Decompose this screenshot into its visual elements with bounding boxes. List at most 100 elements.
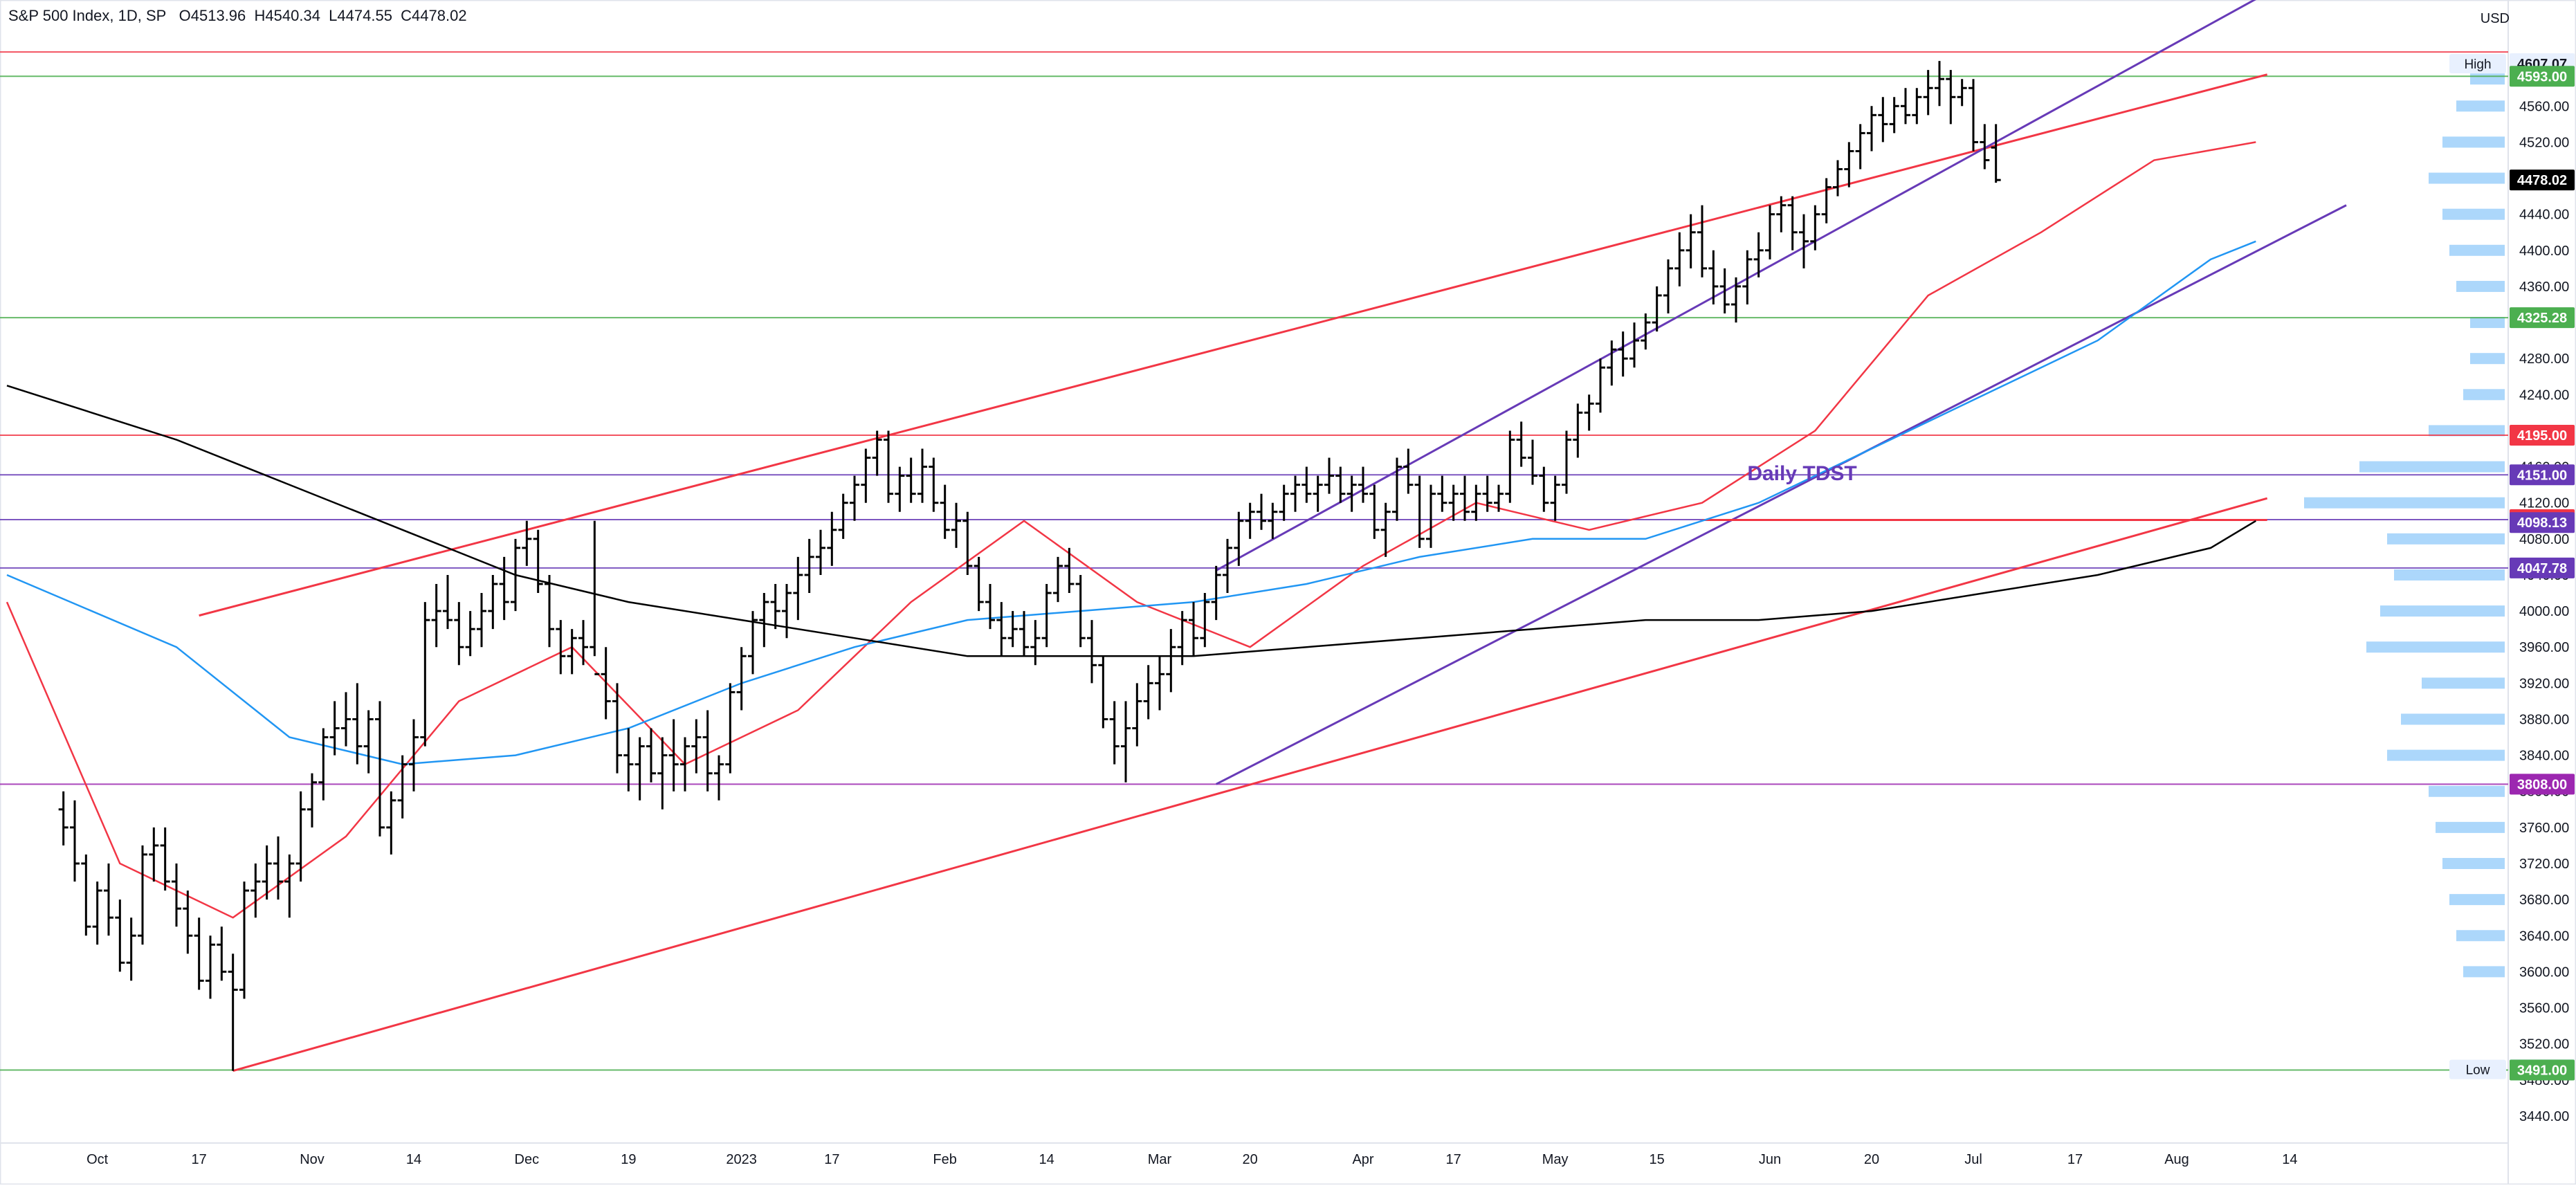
ohlc-bar <box>138 845 147 945</box>
ohlc-bar <box>1369 484 1380 539</box>
y-axis-tick-label: 3520.00 <box>2519 1037 2569 1052</box>
x-axis-tick-label: 20 <box>1864 1152 1879 1167</box>
ohlc-bar <box>816 529 825 575</box>
volume-profile-bar <box>2304 497 2505 509</box>
price-level-name: Low <box>2466 1063 2490 1078</box>
price-level-value: 4151.00 <box>2517 468 2567 483</box>
ohlc-bar <box>1414 475 1425 548</box>
ohlc-bar <box>1358 466 1368 503</box>
ohlc-bar <box>590 520 600 675</box>
ohlc-bar <box>702 710 713 792</box>
x-axis-tick-label: Jun <box>1759 1152 1781 1167</box>
price-level-value: 4098.13 <box>2517 515 2567 531</box>
ohlc-bar <box>1109 701 1120 765</box>
ohlc-bar <box>974 556 984 612</box>
ohlc-bar <box>1200 593 1210 648</box>
ohlc-bar <box>1708 250 1719 304</box>
ohlc-bar <box>962 511 973 575</box>
ohlc-bar <box>838 493 848 539</box>
price-level-marker: 4593.00 <box>2510 66 2575 87</box>
x-axis-tick-label: Aug <box>2164 1152 2189 1167</box>
y-axis-tick-label: 4280.00 <box>2519 351 2569 367</box>
ohlc-open: O4513.96 <box>179 7 246 24</box>
ohlc-bar <box>262 845 272 900</box>
ohlc-bar <box>228 953 238 1071</box>
ohlc-bar <box>1674 232 1685 286</box>
ohlc-bar <box>1787 196 1798 250</box>
ohlc-bar <box>477 593 486 648</box>
ohlc-bar <box>1686 214 1696 268</box>
price-level-marker: 3491.00 <box>2510 1059 2575 1081</box>
symbol-name: S&P 500 Index, 1D, SP <box>8 7 167 24</box>
ohlc-bar <box>1324 457 1334 494</box>
ohlc-bar <box>499 556 509 621</box>
y-axis-tick-label: 4120.00 <box>2519 496 2569 511</box>
ohlc-bar <box>217 926 227 981</box>
ohlc-bar <box>1821 178 1831 223</box>
ohlc-bar <box>341 692 351 747</box>
y-axis-tick-label: 3920.00 <box>2519 676 2569 691</box>
y-axis-tick-label: 4000.00 <box>2519 604 2569 619</box>
ohlc-bar <box>1878 97 1888 143</box>
ohlc-bar <box>172 863 181 927</box>
ohlc-close: C4478.02 <box>401 7 467 24</box>
ohlc-bar <box>1641 313 1651 350</box>
currency-label[interactable]: USD <box>2480 11 2510 26</box>
ohlc-bar <box>1064 547 1075 594</box>
price-level-value: 4325.28 <box>2517 311 2567 326</box>
ohlc-bar <box>465 611 475 657</box>
volume-profile-bar <box>2456 100 2505 112</box>
ohlc-bar <box>1833 160 1843 197</box>
volume-profile-bar <box>2456 280 2505 292</box>
x-axis-tick-label: 14 <box>2282 1152 2297 1167</box>
ohlc-bar <box>917 448 927 503</box>
price-level-value: 3491.00 <box>2517 1063 2567 1078</box>
ohlc-bar <box>770 584 780 630</box>
ohlc-bar <box>1380 502 1391 557</box>
volume-profile-bar <box>2449 244 2505 256</box>
ohlc-bar <box>1596 358 1605 413</box>
ohlc-bar <box>1313 475 1323 512</box>
x-axis-tick-label: Apr <box>1352 1152 1373 1167</box>
ohlc-bar <box>92 881 102 945</box>
volume-profile-bar <box>2463 966 2505 978</box>
ohlc-bar <box>680 737 690 792</box>
price-level-badge <box>2510 1059 2575 1081</box>
ohlc-bar <box>81 854 91 936</box>
ohlc-bar <box>1697 205 1707 277</box>
ohlc-bar <box>646 728 656 783</box>
volume-profile-bar <box>2380 605 2505 617</box>
volume-profile-bar <box>2394 569 2505 581</box>
volume-profile-bar <box>2436 821 2505 833</box>
volume-profile-bar <box>2401 713 2505 725</box>
volume-profile-bar <box>2429 425 2505 437</box>
y-axis-tick-label: 4080.00 <box>2519 532 2569 547</box>
ohlc-bar <box>1663 259 1673 314</box>
volume-profile-bar <box>2429 172 2505 184</box>
ohlc-bar <box>1007 611 1018 648</box>
volume-profile-bar <box>2429 785 2505 797</box>
price-level-badge <box>2510 512 2575 533</box>
ohlc-bar <box>906 457 916 503</box>
price-level-badge <box>2510 774 2575 795</box>
ohlc-bar <box>1810 205 1820 250</box>
ohlc-bar <box>996 602 1007 657</box>
ohlc-bar <box>1346 475 1357 512</box>
volume-profile-bar <box>2442 208 2505 220</box>
ohlc-bar <box>1257 493 1266 530</box>
y-axis-tick-label: 4440.00 <box>2519 208 2569 223</box>
ohlc-bar <box>1392 457 1402 521</box>
volume-profile-bar <box>2470 73 2505 85</box>
y-axis-tick-label: 3960.00 <box>2519 640 2569 655</box>
ohlc-bar <box>601 647 611 720</box>
ohlc-bar <box>1901 88 1910 125</box>
ohlc-bar <box>793 556 803 621</box>
y-axis-tick-label: 3640.00 <box>2519 929 2569 944</box>
ohlc-bar <box>1607 340 1617 386</box>
y-axis-tick-label: 3880.00 <box>2519 712 2569 727</box>
trend-line <box>199 73 2268 617</box>
volume-profile-bar <box>2442 136 2505 148</box>
ohlc-bar <box>1980 124 1990 170</box>
